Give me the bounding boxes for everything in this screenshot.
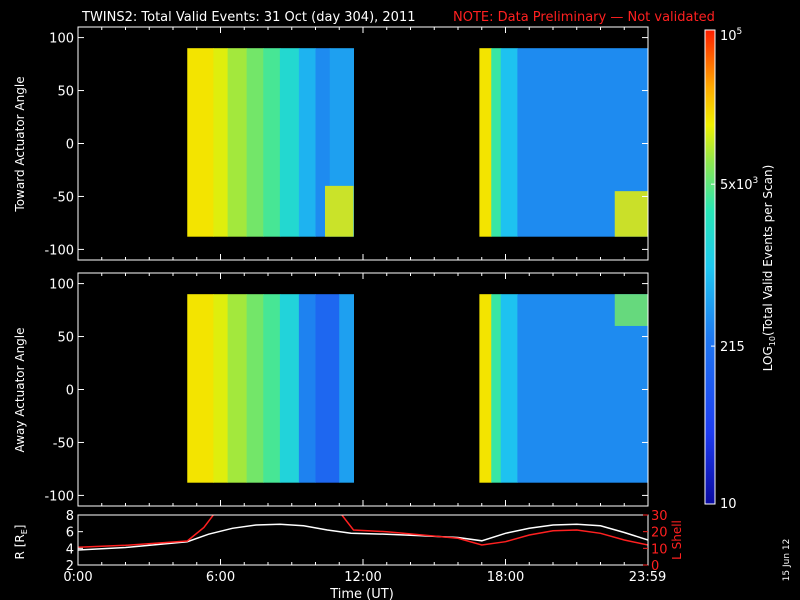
colorbar-tick-exponent: 3 — [753, 176, 759, 186]
y-tick-label: 6 — [66, 526, 74, 541]
heatmap-cell — [298, 294, 316, 483]
plot-area — [78, 515, 648, 565]
y2-tick-label: 20 — [651, 526, 668, 541]
heatmap-cell — [479, 294, 492, 483]
x-tick-label: 12:00 — [344, 570, 381, 585]
heatmap-cell — [187, 294, 214, 483]
colorbar-tick-base: 10 — [720, 497, 737, 512]
r-ylabel-sub: E — [20, 529, 29, 534]
y-tick-label: -100 — [44, 243, 74, 258]
y2-tick-label: 0 — [651, 559, 659, 574]
y-tick-label: 50 — [57, 331, 74, 346]
preliminary-note: NOTE: Data Preliminary — Not validated — [453, 10, 715, 25]
time-axis-label: Time (UT) — [329, 587, 394, 600]
lshell-ylabel: L Shell — [670, 520, 684, 560]
r-ylabel-end: ] — [13, 525, 27, 530]
heatmap-hotspot — [325, 185, 354, 237]
y-tick-label: 8 — [66, 509, 74, 524]
toward-panel-ylabel: Toward Actuator Angle — [13, 76, 27, 212]
x-tick-label: 23:59 — [629, 570, 666, 585]
heatmap-cell — [227, 294, 248, 483]
heatmap-cell — [479, 48, 492, 237]
heatmap-cell — [279, 294, 300, 483]
heatmap-cell — [298, 48, 316, 237]
x-tick-label: 18:00 — [487, 570, 524, 585]
colorbar-tick-label: 105 — [720, 27, 742, 44]
colorbar-tick-base: 5x10 — [720, 178, 753, 193]
colorbar-label-main: LOG — [761, 346, 775, 371]
y-tick-label: 0 — [66, 138, 74, 153]
colorbar-tick-base: 215 — [720, 340, 745, 355]
y-tick-label: 100 — [49, 32, 74, 47]
x-tick-label: 6:00 — [206, 570, 235, 585]
heatmap-cell — [491, 48, 502, 237]
y-tick-label: 2 — [66, 559, 74, 574]
colorbar-tick-label: 5x103 — [720, 176, 758, 193]
y-tick-label: 4 — [66, 542, 74, 557]
lshell-series-line — [78, 515, 215, 549]
colorbar-gradient — [704, 29, 716, 505]
date-stamp: 15 Jun 12 — [782, 539, 792, 582]
heatmap-cell — [213, 294, 229, 483]
heatmap-cell — [227, 48, 248, 237]
r-panel-ylabel: R [RE] — [13, 525, 29, 560]
away-actuator-heatmap: 100 50 0 -50 -100 — [44, 272, 649, 507]
heatmap-cell — [263, 294, 281, 483]
r-ylabel-main: R [R — [13, 534, 27, 559]
colorbar-tick-label: 10 — [720, 497, 737, 512]
figure-title: TWINS2: Total Valid Events: 31 Oct (day … — [81, 10, 416, 25]
y-tick-label: -50 — [53, 436, 74, 451]
colorbar-tick-label: 215 — [720, 340, 745, 355]
heatmap-cell — [279, 48, 300, 237]
colorbar-tick-base: 10 — [720, 29, 737, 44]
heatmap-hotspot — [614, 294, 648, 326]
y-tick-label: 50 — [57, 85, 74, 100]
heatmap-cell — [246, 294, 264, 483]
x-tick-label: 0:00 — [63, 570, 92, 585]
r-series-line — [78, 523, 648, 551]
heatmap-cell — [213, 48, 229, 237]
heatmap-cell — [187, 48, 214, 237]
y-tick-label: 100 — [49, 278, 74, 293]
lshell-series-line — [340, 515, 648, 546]
y2-tick-label: 10 — [651, 542, 668, 557]
heatmap-cell — [491, 294, 502, 483]
y2-tick-label: 30 — [651, 509, 668, 524]
heatmap-hotspot — [614, 191, 648, 237]
colorbar-label-rest: (Total Valid Events per Scan) — [761, 165, 775, 336]
heatmap-cell — [315, 294, 340, 483]
heatmap-cell — [246, 48, 264, 237]
colorbar-tick-exponent: 5 — [737, 27, 743, 37]
colorbar-label: LOG10(Total Valid Events per Scan) — [761, 165, 777, 372]
colorbar-label-sub: 10 — [768, 336, 777, 346]
heatmap-cell — [263, 48, 281, 237]
toward-actuator-heatmap: 100 50 0 -50 -100 — [44, 26, 649, 261]
y-tick-label: -50 — [53, 190, 74, 205]
y-tick-label: -100 — [44, 489, 74, 504]
heatmap-cell — [339, 294, 354, 483]
away-panel-ylabel: Away Actuator Angle — [13, 327, 27, 452]
y-tick-label: 0 — [66, 384, 74, 399]
heatmap-cell — [500, 294, 518, 483]
heatmap-cell — [500, 48, 518, 237]
